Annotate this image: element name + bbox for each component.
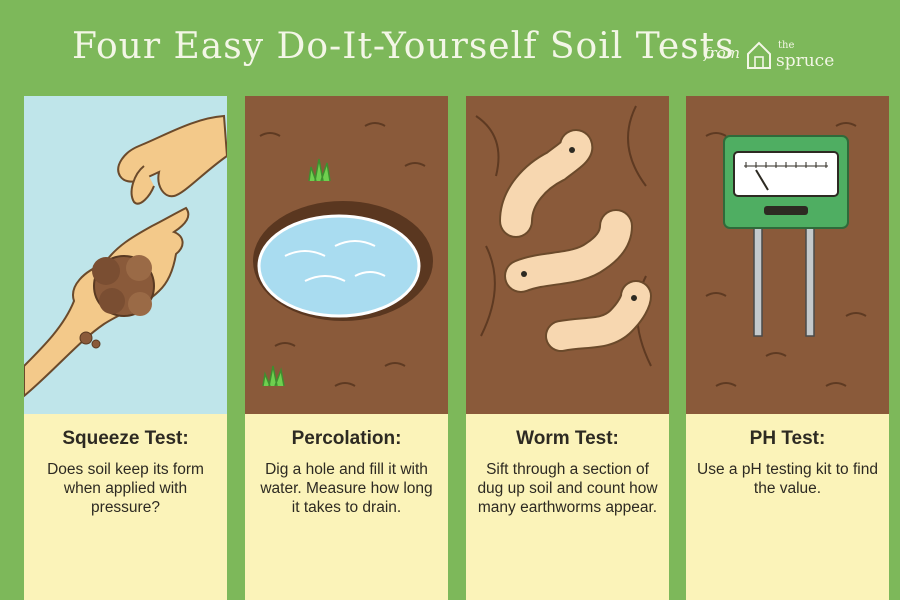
spruce-logo[interactable]: the spruce <box>746 38 835 74</box>
panel-text: Use a pH testing kit to find the value. <box>697 461 878 497</box>
panel-title: Percolation: <box>291 428 402 449</box>
panel-text: Dig a hole and fill it with water. Measu… <box>260 461 433 516</box>
panel-squeeze-test: Squeeze Test: Does soil keep its form wh… <box>24 96 227 600</box>
caption-ph-test: PH Test: Use a pH testing kit to find th… <box>686 414 889 600</box>
panel-title: Squeeze Test: <box>62 428 189 449</box>
water-hole-illustration <box>245 96 448 414</box>
house-icon <box>747 41 771 69</box>
earthworms-illustration <box>466 96 669 414</box>
panel-text: Sift through a section of dug up soil an… <box>477 461 658 516</box>
header: Four Easy Do-It-Yourself Soil Tests from… <box>0 0 900 95</box>
panel-text: Does soil keep its form when applied wit… <box>47 461 204 516</box>
hand-with-soil-illustration <box>24 96 227 414</box>
panel-title: Worm Test: <box>516 428 619 449</box>
panel-worm-test: Worm Test: Sift through a section of dug… <box>466 96 669 600</box>
logo-the: the <box>778 40 795 51</box>
page-title: Four Easy Do-It-Yourself Soil Tests <box>72 26 735 67</box>
panel-percolation: Percolation: Dig a hole and fill it with… <box>245 96 448 600</box>
caption-squeeze-test: Squeeze Test: Does soil keep its form wh… <box>24 414 227 600</box>
panel-title: PH Test: <box>749 428 826 449</box>
panel-ph-test: PH Test: Use a pH testing kit to find th… <box>686 96 889 600</box>
from-label: from <box>704 44 740 62</box>
caption-worm-test: Worm Test: Sift through a section of dug… <box>466 414 669 600</box>
caption-percolation: Percolation: Dig a hole and fill it with… <box>245 414 448 600</box>
logo-name: spruce <box>776 51 835 71</box>
ph-meter-illustration <box>686 96 889 414</box>
